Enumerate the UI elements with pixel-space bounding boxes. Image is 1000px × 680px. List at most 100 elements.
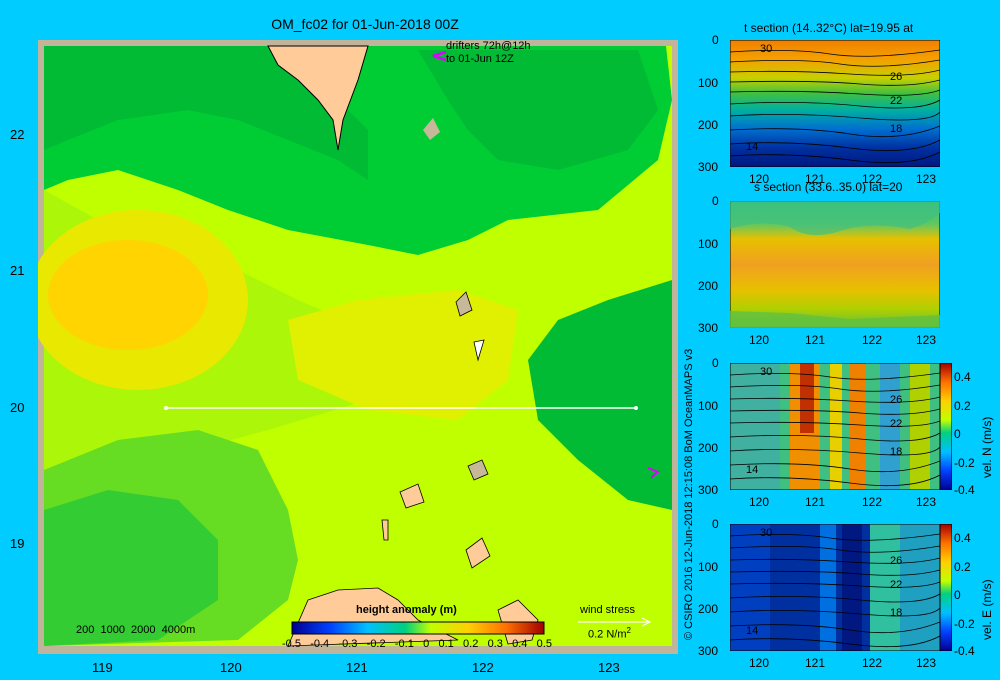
vel-n-contour-label: 22 (890, 418, 902, 430)
p4-depth-tick: 100 (698, 560, 719, 574)
colorbar-tick: 0.5 (536, 638, 552, 650)
colorbar-ticks: -0.5 -0.4 -0.3 -0.2 -0.1 0 0.1 0.2 0.3 0… (282, 638, 552, 650)
vel-e-band (820, 524, 836, 651)
p1-lon-tick: 123 (916, 172, 937, 186)
vel-e-band (842, 524, 862, 651)
p2-lon-tick: 123 (916, 333, 937, 347)
vel-e-contour-label: 22 (890, 579, 902, 591)
s-section-top (730, 201, 940, 236)
vel-e-cbar-tick: 0.2 (954, 560, 971, 574)
island-7 (465, 537, 491, 569)
p1-lon-tick: 122 (862, 172, 883, 186)
vel-n-cbar-tick: -0.4 (954, 483, 975, 497)
vel-n-cbar-tick: 0.4 (954, 370, 971, 384)
map-east-green (528, 280, 672, 510)
vel-e-colorbar (940, 524, 952, 651)
vel-e-contour-label: 26 (890, 555, 902, 567)
island-2 (455, 291, 473, 317)
p4-lon-tick: 121 (805, 656, 826, 670)
map-lon-tick: 122 (472, 660, 494, 675)
anomaly-central (288, 290, 518, 420)
wind-stress-label: wind stress (580, 604, 636, 616)
s-section-bottom (730, 311, 940, 328)
p1-depth-tick: 0 (712, 33, 719, 47)
p1-depth-tick: 100 (698, 76, 719, 90)
vel-e-cbar-tick: -0.4 (954, 644, 975, 658)
vel-n-cbar-tick: 0 (954, 427, 961, 441)
anomaly-west-core (48, 240, 208, 350)
t-section-title: t section (14..32°C) lat=19.95 at (744, 21, 914, 35)
vel-e-colorbar-fill (940, 524, 952, 651)
section-end (634, 406, 638, 410)
wind-scale-sup: 2 (626, 626, 631, 635)
p3-depth-tick: 0 (712, 356, 719, 370)
map-northeast-darkgreen (418, 50, 658, 170)
colorbar-tick: 0.2 (463, 638, 479, 650)
island-3 (473, 339, 485, 362)
colorbar-tick: 0.1 (438, 638, 454, 650)
vel-n-band (830, 363, 842, 490)
map-southwest-darkgreen (44, 490, 218, 646)
vel-e-cbar-tick: 0 (954, 588, 961, 602)
t-section-field (730, 40, 940, 167)
p4-depth-tick: 200 (698, 602, 719, 616)
p2-lon-tick: 122 (862, 333, 883, 347)
map-lon-tick: 123 (598, 660, 620, 675)
map-lon-tick: 120 (220, 660, 242, 675)
p2-depth-tick: 200 (698, 279, 719, 293)
p4-depth-tick: 0 (712, 517, 719, 531)
colorbar-tick: 0.3 (487, 638, 503, 650)
p4-lon-tick: 123 (916, 656, 937, 670)
vel-e-panel: 30 26 22 18 14 (730, 524, 940, 651)
p3-lon-tick: 121 (805, 495, 826, 509)
p4-lon-tick: 122 (862, 656, 883, 670)
vel-e-contour-label: 18 (890, 607, 902, 619)
colorbar-tick: -0.2 (366, 638, 386, 650)
vel-n-colorbar-fill (940, 363, 952, 490)
p3-depth-tick: 300 (698, 483, 719, 497)
vel-n-cbar-tick: 0.2 (954, 399, 971, 413)
map-lat-tick: 20 (10, 400, 25, 415)
vel-n-contour-label: 14 (746, 464, 758, 476)
vel-n-contour-label: 26 (890, 394, 902, 406)
p3-lon-tick: 122 (862, 495, 883, 509)
p4-depth-tick: 300 (698, 644, 719, 658)
vel-n-contour-label: 30 (760, 366, 772, 378)
vel-n-colorbar (940, 363, 952, 490)
p1-depth-tick: 300 (698, 160, 719, 174)
depth-legend: 200 1000 2000 4000m (76, 624, 196, 636)
p2-lon-tick: 120 (749, 333, 770, 347)
vel-e-cbar-tick: 0.4 (954, 531, 971, 545)
colorbar-title: height anomaly (m) (356, 604, 457, 616)
copyright-text: © CSIRO 2016 12-Jun-2018 12:15:08 BoM Oc… (683, 348, 695, 640)
vel-e-band (730, 524, 770, 651)
map-northwest-darkgreen (44, 46, 368, 180)
p1-depth-tick: 200 (698, 118, 719, 132)
t-contour-label: 14 (746, 141, 758, 153)
p3-depth-tick: 100 (698, 399, 719, 413)
s-section-title: s section (33.6..35.0) lat=20 (754, 180, 903, 194)
map-lon-tick: 119 (92, 660, 113, 675)
colorbar-tick: 0 (423, 638, 430, 650)
vel-e-contours (730, 533, 940, 648)
vel-n-band (800, 363, 814, 433)
drifters-label-2: to 01-Jun 12Z (446, 53, 514, 65)
p2-lon-tick: 121 (805, 333, 826, 347)
t-contour-label: 26 (890, 71, 902, 83)
island-6 (381, 519, 389, 541)
wind-scale-value: 0.2 N/m (588, 628, 627, 641)
wind-arrow-head (641, 617, 652, 627)
t-contour-label: 22 (890, 95, 902, 107)
colorbar-tick: -0.1 (394, 638, 414, 650)
p3-lon-tick: 123 (916, 495, 937, 509)
t-section-panel: 30 26 22 18 14 (730, 40, 940, 167)
map-lon-tick: 121 (346, 660, 368, 675)
p3-lon-tick: 120 (749, 495, 770, 509)
height-colorbar (291, 621, 545, 635)
map-lat-tick: 21 (10, 263, 25, 278)
vel-n-band (850, 363, 866, 490)
colorbar-tick: -0.5 (282, 638, 301, 650)
vel-n-band (730, 363, 780, 490)
vel-e-cbar-tick: -0.2 (954, 617, 975, 631)
s-section-panel (730, 201, 940, 328)
